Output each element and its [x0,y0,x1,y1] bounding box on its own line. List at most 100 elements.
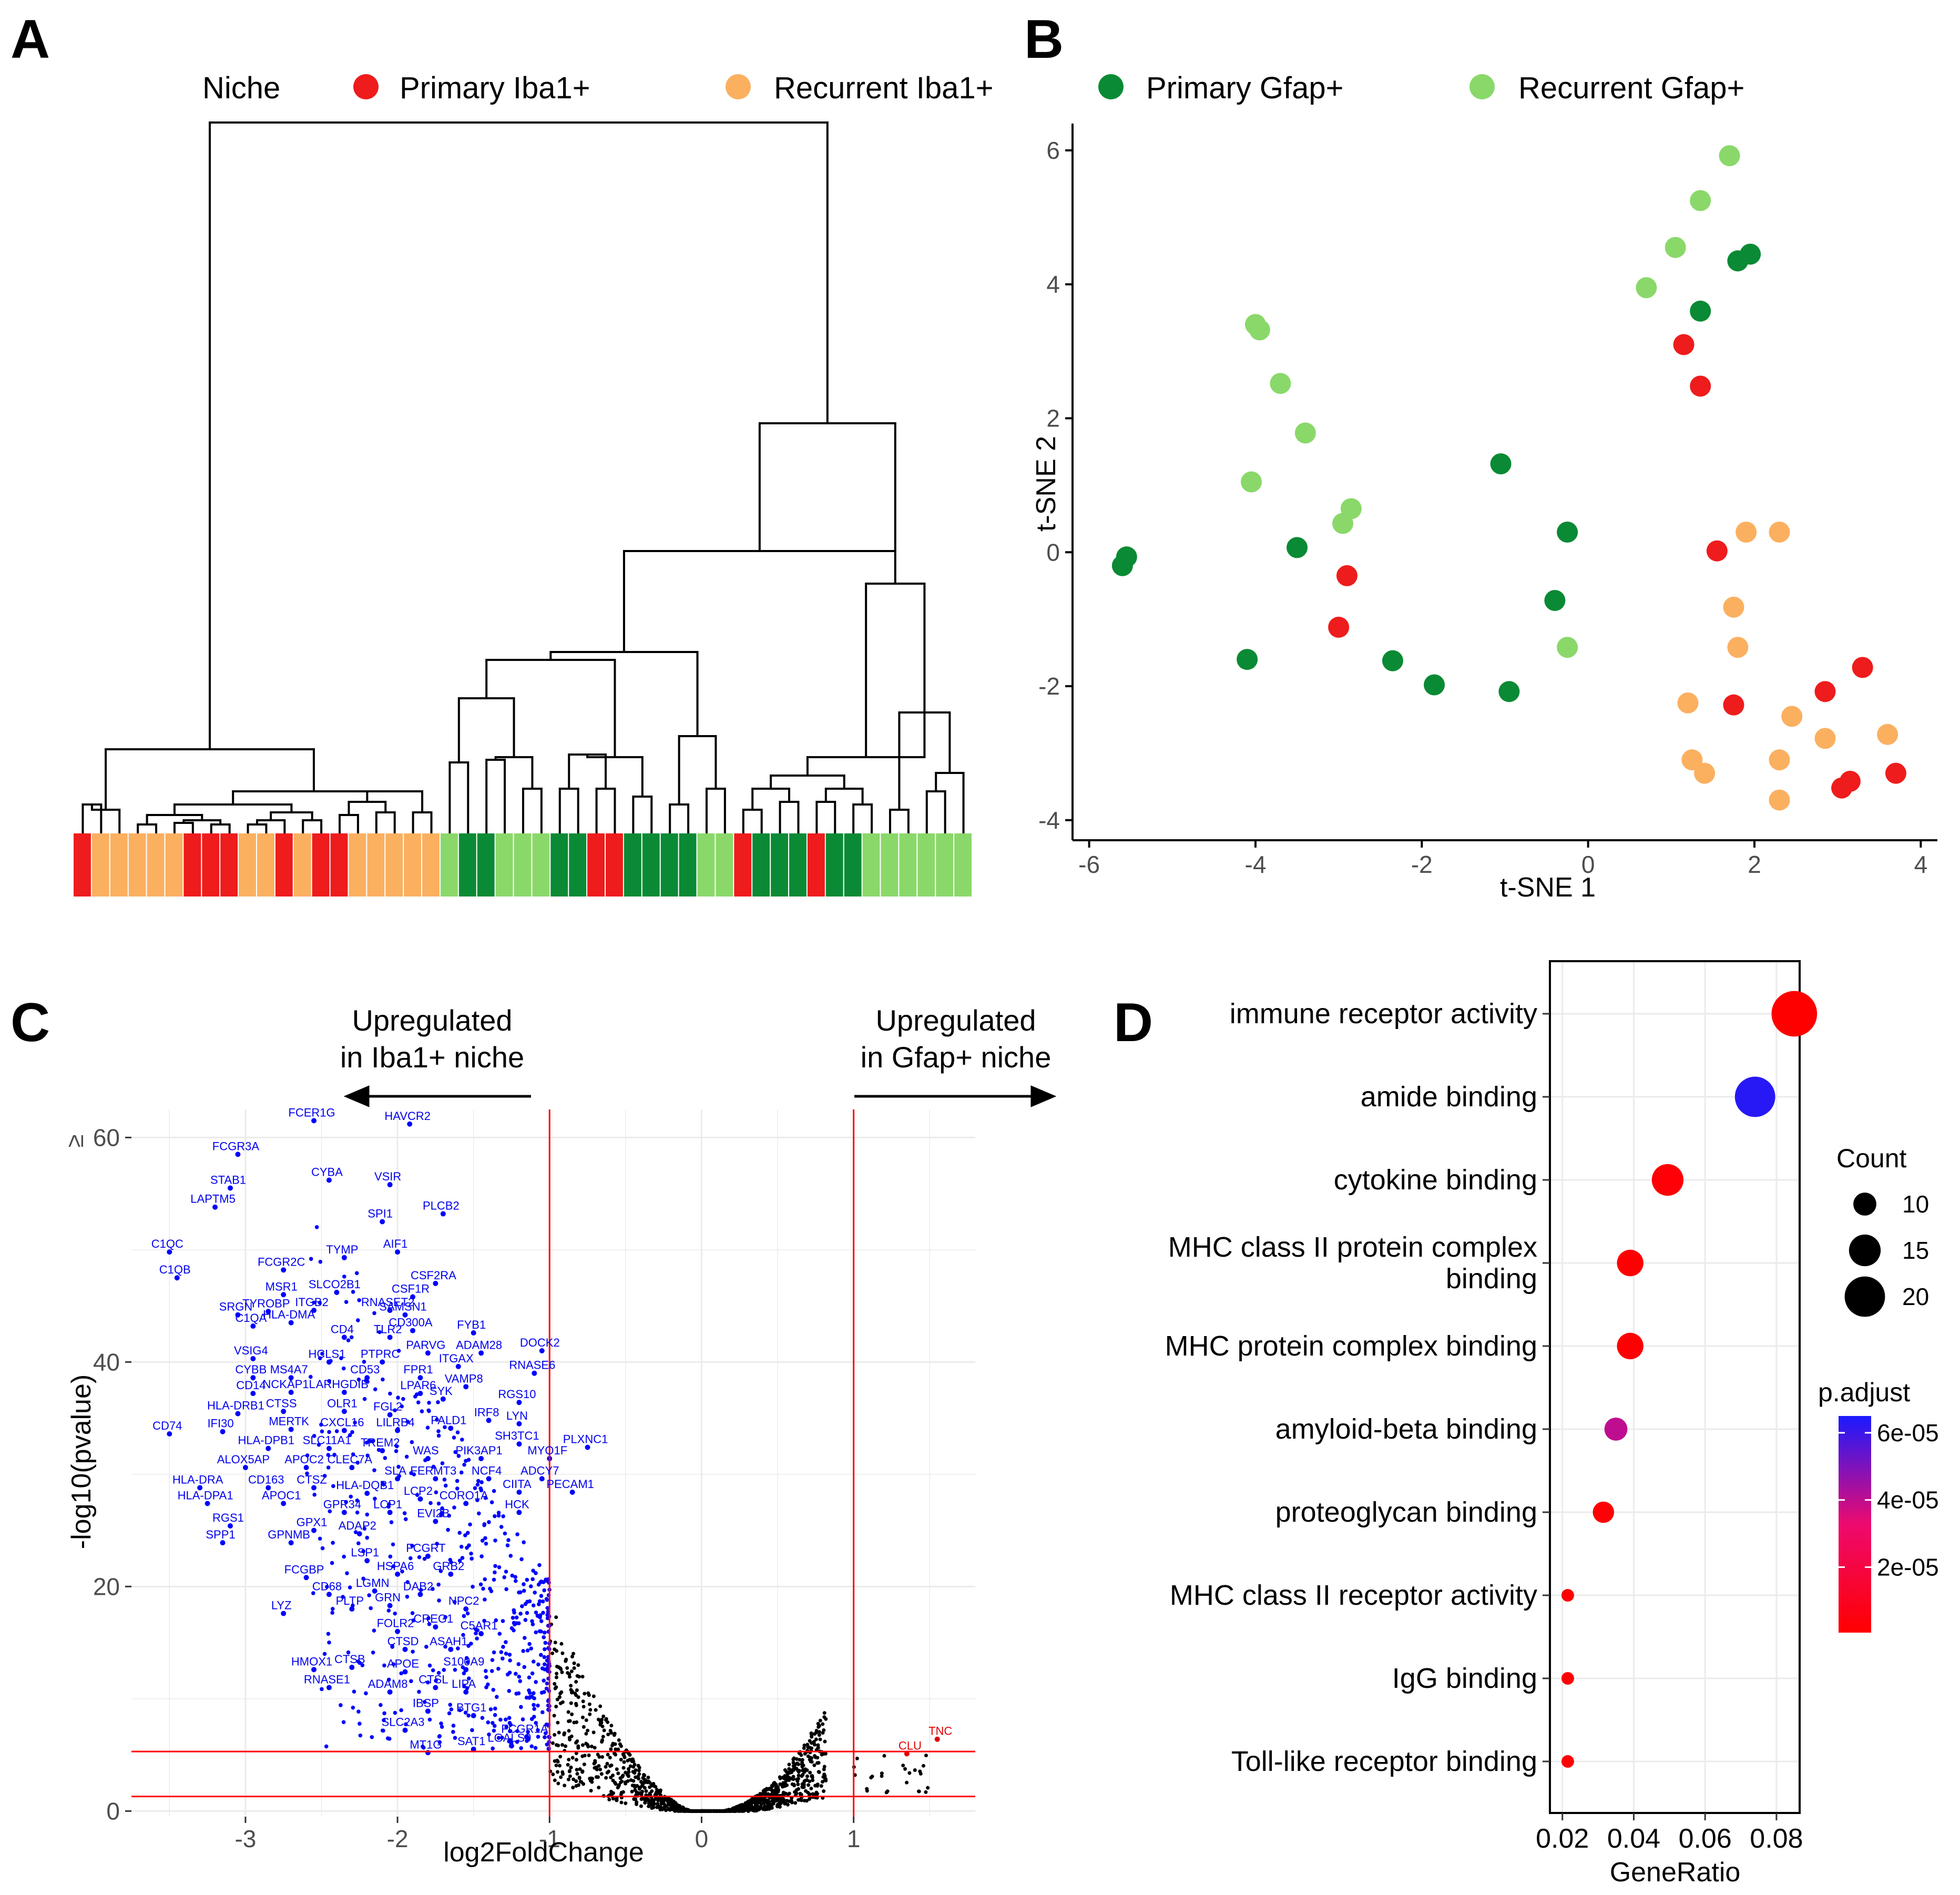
gene-point [593,1766,597,1770]
gene-point [303,1465,309,1471]
gene-point [613,1742,617,1746]
gene-point [917,1789,921,1794]
gene-point [341,1510,347,1515]
dendrogram-branch [302,819,323,833]
gene-point [539,1476,545,1482]
gene-point [814,1737,818,1741]
gene-point [648,1791,652,1796]
gene-point [522,1540,526,1545]
volcano-y-tick-label: 0 [106,1797,120,1825]
gene-point [553,1682,557,1686]
gene-point [469,1556,474,1561]
gene-point [601,1714,606,1718]
gene-point [373,1496,377,1501]
leaf-cell [440,833,458,896]
gene-point [598,1704,603,1708]
gene-point [580,1743,585,1747]
tsne-point [1241,471,1262,493]
gene-label: NCKAP1L [263,1378,315,1391]
leaf-cell [330,833,348,896]
gene-point [543,1641,548,1645]
go-term-label: amyloid-beta binding [1275,1413,1537,1445]
tsne-point [1665,237,1686,258]
gene-point [639,1804,643,1808]
gene-point [529,1744,534,1749]
gene-point [729,1809,733,1813]
gene-point [597,1764,601,1768]
dendrogram-panel [74,121,972,896]
gene-label: HMOX1 [291,1655,332,1668]
gene-point [462,1684,466,1688]
gene-point [490,1658,495,1662]
gene-point [610,1773,615,1777]
tsne-points [1111,145,1906,811]
gene-point [637,1787,641,1791]
gene-point [440,1511,444,1515]
gene-point [574,1680,578,1684]
legend-title: Niche [202,71,280,105]
gene-point [739,1803,743,1807]
gene-point [489,1500,494,1504]
gene-point [540,1666,545,1670]
gene-label: HCLS1 [308,1347,345,1360]
gene-point [810,1741,814,1745]
volcano-threshold-lines [131,1109,975,1817]
gene-point [666,1807,670,1811]
leaf-cell [74,833,91,896]
gene-label: CLEC7A [328,1453,373,1466]
gene-point [536,1735,540,1739]
gene-point [522,1582,526,1586]
gene-point [604,1776,608,1780]
dendrogram-branch [595,788,616,833]
gene-point [371,1650,375,1655]
gene-point [567,1757,571,1761]
gene-point [349,1465,355,1471]
gene-point [568,1737,572,1741]
gene-point [400,1569,404,1574]
gene-point [500,1735,504,1740]
gene-point [622,1754,626,1758]
gene-point [348,1433,352,1438]
gene-point [448,1646,454,1652]
dendrogram-branch [678,735,717,804]
gene-point [785,1799,789,1803]
gene-point [326,1685,332,1690]
gene-point [486,1682,490,1687]
gene-point [465,1545,469,1550]
gene-label: TYMP [326,1243,358,1256]
gene-label: MT1G [410,1738,442,1751]
volcano-x-tick-label: 0 [695,1825,709,1852]
gene-point [508,1554,513,1558]
gene-label: SPP1 [206,1528,235,1541]
gene-label: PLXNC1 [563,1433,608,1446]
tsne-y-tick-label: -2 [1038,673,1060,700]
gene-point [492,1724,497,1728]
gene-point [805,1743,810,1747]
gene-point [519,1557,524,1562]
gene-point [367,1593,371,1597]
dendrogram-branch [925,790,946,833]
gene-point [566,1762,570,1767]
gene-point [499,1650,504,1654]
gene-label: APOC1 [262,1489,301,1502]
gene-point [637,1772,641,1776]
gene-point [327,1641,331,1645]
gene-point [816,1746,820,1750]
gene-point [346,1650,351,1655]
gene-point [783,1781,787,1786]
gene-point [451,1724,456,1728]
gene-point [235,1411,241,1417]
tsne-axes: -6 -4 -2 0 2 4 -4 -2 0 2 4 6 [1038,124,1937,878]
gene-point [586,1728,590,1733]
gene-label: NCF4 [472,1464,502,1477]
gene-point [504,1570,508,1574]
gene-point [766,1792,770,1796]
gene-point [501,1656,505,1661]
gene-label: FCGR2C [258,1255,305,1268]
gene-point [554,1685,558,1689]
gene-point [823,1739,827,1744]
gene-point [402,1312,408,1318]
gene-point [507,1653,512,1657]
gene-point [266,1445,271,1451]
gene-point [553,1733,557,1737]
